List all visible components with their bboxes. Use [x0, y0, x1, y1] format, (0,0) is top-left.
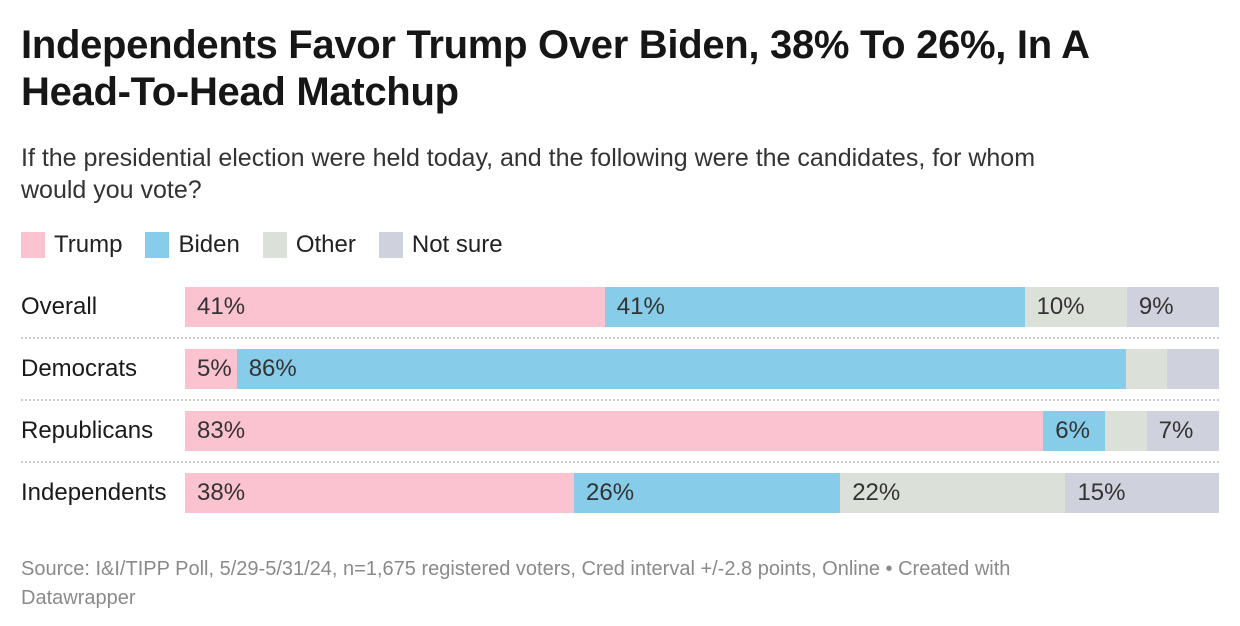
- chart-subtitle: If the presidential election were held t…: [21, 144, 1036, 204]
- value-label-democrats-trump: 5%: [197, 355, 232, 382]
- chart-row-overall: Overall 41% 41% 10% 9%: [21, 287, 1220, 339]
- bar-segment-independents-biden: 26%: [574, 473, 841, 513]
- bar-segment-democrats-biden: 86%: [236, 349, 1126, 389]
- value-label-democrats-biden: 86%: [248, 355, 297, 382]
- bar-segment-overall-other: 10%: [1024, 287, 1127, 327]
- category-label-republicans: Republicans: [21, 417, 154, 444]
- value-label-republicans-not-sure: 7%: [1158, 417, 1194, 444]
- bar-segment-democrats-trump: 5%: [185, 349, 237, 389]
- bar-segment-independents-trump: 38%: [185, 473, 575, 513]
- legend-label-biden: Biden: [178, 231, 240, 258]
- bar-segment-independents-not-sure: 15%: [1065, 473, 1219, 513]
- stacked-bar-democrats: 5% 86%: [185, 349, 1219, 389]
- bar-segment-republicans-not-sure: 7%: [1146, 411, 1219, 451]
- legend-swatch-not-sure: [378, 232, 403, 258]
- legend: Trump Biden Other Not sure: [21, 231, 1219, 259]
- value-label-overall-trump: 41%: [197, 293, 246, 320]
- legend-item-biden: Biden: [145, 231, 240, 259]
- legend-label-trump: Trump: [54, 231, 123, 258]
- chart-row-republicans: Republicans 83% 6% 7%: [21, 411, 1219, 463]
- source-note: Source: I&I/TIPP Poll, 5/29-5/31/24, n=1…: [21, 558, 1011, 609]
- bar-segment-democrats-not-sure: [1167, 349, 1219, 389]
- stacked-bar-independents: 38% 26% 22% 15%: [185, 473, 1219, 513]
- stacked-bar-republicans: 83% 6% 7%: [185, 411, 1219, 451]
- value-label-republicans-trump: 83%: [197, 417, 246, 444]
- chart-row-democrats: Democrats 5% 86%: [21, 349, 1219, 401]
- bar-segment-republicans-trump: 83%: [185, 411, 1044, 451]
- bar-segment-overall-biden: 41%: [604, 287, 1025, 327]
- value-label-overall-biden: 41%: [616, 293, 665, 320]
- chart-title: Independents Favor Trump Over Biden, 38%…: [21, 23, 1090, 114]
- legend-item-other: Other: [262, 231, 356, 259]
- bar-segment-democrats-other: [1125, 349, 1168, 389]
- stacked-bar-chart: Overall 41% 41% 10% 9% Democrats 5% 86% Republic…: [21, 287, 1220, 513]
- bar-segment-overall-trump: 41%: [185, 287, 605, 327]
- bar-segment-overall-not-sure: 9%: [1126, 287, 1220, 327]
- legend-swatch-trump: [21, 232, 45, 258]
- value-label-independents-other: 22%: [852, 479, 901, 506]
- chart-row-independents: Independents 38% 26% 22% 15%: [21, 473, 1219, 513]
- value-label-republicans-biden: 6%: [1055, 417, 1090, 444]
- value-label-independents-not-sure: 15%: [1077, 479, 1126, 506]
- category-label-democrats: Democrats: [21, 355, 138, 382]
- value-label-independents-trump: 38%: [197, 479, 246, 506]
- legend-swatch-biden: [145, 232, 170, 258]
- stacked-bar-overall: 41% 41% 10% 9%: [185, 287, 1220, 327]
- bar-segment-republicans-other: [1105, 411, 1147, 451]
- value-label-independents-biden: 26%: [586, 479, 635, 506]
- category-label-independents: Independents: [21, 479, 167, 506]
- bar-segment-republicans-biden: 6%: [1043, 411, 1106, 451]
- value-label-overall-other: 10%: [1036, 293, 1085, 320]
- category-label-overall: Overall: [21, 293, 98, 320]
- legend-label-not-sure: Not sure: [411, 231, 503, 258]
- legend-label-other: Other: [295, 231, 356, 258]
- legend-item-trump: Trump: [21, 231, 122, 259]
- legend-item-not-sure: Not sure: [378, 231, 503, 259]
- legend-swatch-other: [262, 232, 287, 258]
- bar-segment-independents-other: 22%: [840, 473, 1066, 513]
- value-label-overall-not-sure: 9%: [1138, 293, 1174, 320]
